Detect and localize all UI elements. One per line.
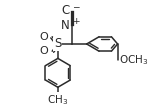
Text: O: O — [39, 46, 48, 56]
Text: S: S — [54, 37, 62, 50]
Text: O: O — [39, 32, 48, 42]
Text: OCH$_3$: OCH$_3$ — [119, 54, 148, 67]
Text: N: N — [61, 19, 70, 32]
Text: +: + — [72, 17, 79, 26]
Text: C: C — [61, 4, 70, 18]
Text: −: − — [72, 2, 79, 11]
Text: CH$_3$: CH$_3$ — [47, 93, 68, 106]
